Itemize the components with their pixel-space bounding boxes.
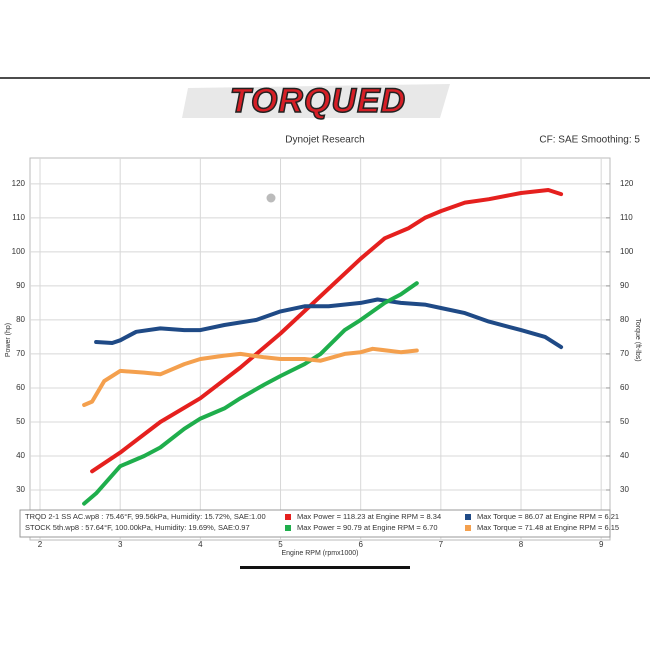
legend-swatch xyxy=(285,514,291,520)
series-line xyxy=(90,188,564,474)
y2-axis-label: Torque (ft-lbs) xyxy=(634,318,641,361)
y2-tick-label: 70 xyxy=(620,349,629,358)
y2-tick-label: 50 xyxy=(620,417,629,426)
legend-swatch xyxy=(465,514,471,520)
legend-entry: Max Torque = 86.07 at Engine RPM = 6.21 xyxy=(477,512,619,521)
plot: 2 3 4 5 6 7 8 9 30 40 50 60 70 80 90 100 110 120 30 40 50 60 7… xyxy=(12,158,634,549)
x-tick-label: 6 xyxy=(358,540,363,549)
settings-text: CF: SAE Smoothing: 5 xyxy=(539,135,640,146)
x-axis-label: Engine RPM (rpmx1000) xyxy=(281,550,358,557)
x-tick-label: 4 xyxy=(198,540,203,549)
series-line xyxy=(94,297,564,350)
y-tick-label: 100 xyxy=(12,247,26,256)
subtitle: Dynojet Research xyxy=(285,135,364,146)
home-indicator xyxy=(240,566,410,569)
y2-tick-label: 110 xyxy=(620,213,633,222)
y-tick-label: 50 xyxy=(16,417,25,426)
y-tick-label: 110 xyxy=(12,213,25,222)
y-tick-label: 80 xyxy=(16,315,25,324)
logo: TORQUED xyxy=(182,81,450,121)
run-info: TRQD 2-1 SS AC.wp8 : 75.46°F, 99.56kPa, … xyxy=(25,512,266,521)
y-tick-label: 60 xyxy=(16,383,25,392)
legend-box xyxy=(19,509,611,538)
y2-tick-label: 80 xyxy=(620,315,629,324)
legend-swatch xyxy=(465,525,471,531)
x-tick-label: 2 xyxy=(38,540,43,549)
y2-tick-label: 120 xyxy=(620,179,634,188)
y2-tick-label: 60 xyxy=(620,383,629,392)
x-tick-label: 7 xyxy=(439,540,444,549)
y2-tick-label: 100 xyxy=(620,247,634,256)
plot-frame xyxy=(29,157,611,541)
y-tick-label: 90 xyxy=(16,281,25,290)
x-tick-label: 8 xyxy=(519,540,524,549)
series-line xyxy=(82,281,419,506)
series-line xyxy=(82,346,419,407)
y2-tick-label: 40 xyxy=(620,451,629,460)
cursor-dot xyxy=(266,193,276,203)
y-tick-label: 70 xyxy=(16,349,25,358)
y2-tick-label: 90 xyxy=(620,281,629,290)
legend-entry: Max Power = 118.23 at Engine RPM = 8.34 xyxy=(297,512,441,521)
logo-text: TORQUED xyxy=(230,82,406,120)
run-info: STOCK 5th.wp8 : 57.64°F, 100.00kPa, Humi… xyxy=(25,523,250,532)
legend-swatch xyxy=(285,525,291,531)
y-tick-label: 40 xyxy=(16,451,25,460)
legend-entry: Max Torque = 71.48 at Engine RPM = 6.15 xyxy=(477,523,619,532)
legend-entry: Max Power = 90.79 at Engine RPM = 6.70 xyxy=(297,523,438,532)
x-tick-label: 3 xyxy=(118,540,123,549)
x-tick-label: 5 xyxy=(278,540,283,549)
y-axis-label: Power (hp) xyxy=(5,323,12,357)
y-tick-label: 120 xyxy=(12,179,26,188)
x-tick-label: 9 xyxy=(599,540,604,549)
y-tick-label: 30 xyxy=(16,485,25,494)
y2-tick-label: 30 xyxy=(620,485,629,494)
